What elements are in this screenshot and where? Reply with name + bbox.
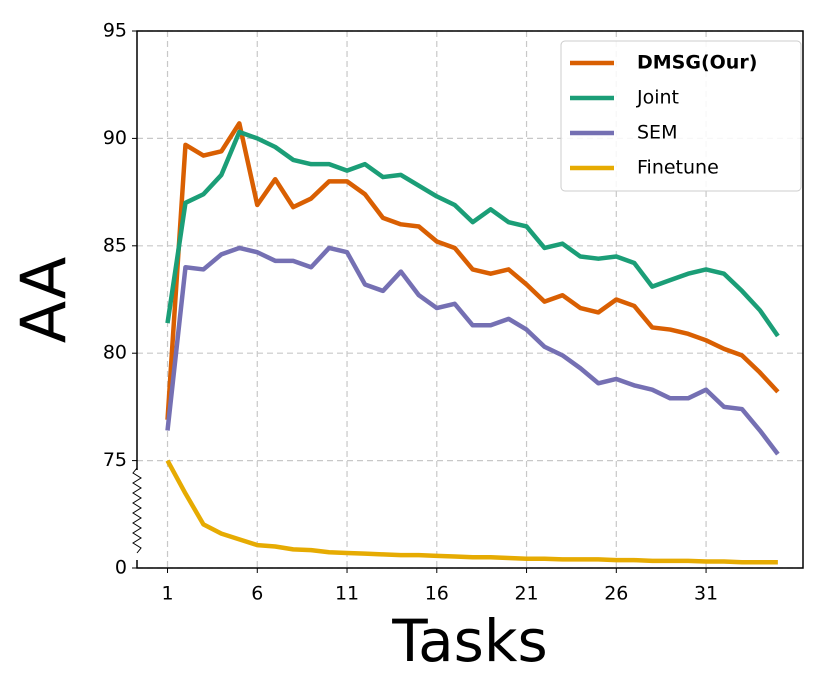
legend-box (560, 40, 802, 192)
y-tick-label: 95 (103, 20, 127, 42)
plot-area (165, 121, 780, 565)
x-axis-label: Tasks (391, 607, 547, 675)
series-line (165, 245, 780, 456)
y-axis-label: AA (7, 257, 80, 344)
series-line (165, 129, 780, 338)
legend-label: DMSG(Our) (637, 52, 757, 74)
y-tick-label: 90 (103, 127, 127, 149)
x-tick-label: 11 (335, 583, 359, 605)
x-tick-label: 6 (251, 583, 263, 605)
y-tick-label: 75 (103, 449, 127, 471)
x-tick-label: 31 (694, 583, 718, 605)
y-tick-label: 85 (103, 234, 127, 256)
series-line (165, 459, 778, 565)
y-tick-label: 80 (103, 342, 127, 364)
series-line (165, 121, 780, 420)
legend-label: Finetune (637, 157, 719, 179)
axis-break (132, 467, 142, 554)
x-tick-label: 1 (161, 583, 173, 605)
legend-label: Joint (636, 87, 679, 109)
x-tick-label: 26 (604, 583, 628, 605)
legend-label: SEM (637, 122, 677, 144)
y-tick-label: 0 (115, 557, 127, 579)
axes-frame (136, 30, 804, 569)
legend: DMSG(Our) Joint SEM Finetune (570, 52, 757, 179)
x-tick-label: 16 (425, 583, 449, 605)
x-tick-label: 21 (514, 583, 538, 605)
